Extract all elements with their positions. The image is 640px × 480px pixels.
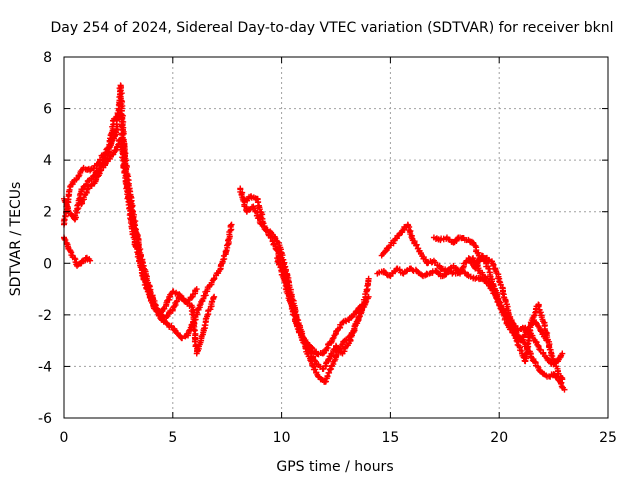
data-point [211,275,218,282]
data-point [112,115,119,122]
data-point [365,293,372,300]
data-point [329,335,336,342]
data-points [60,82,568,393]
series-trace-a [60,82,235,342]
data-point [210,294,217,301]
data-point [87,257,94,264]
data-point [275,258,282,265]
data-point [359,301,366,308]
axis-ticks: 0 5 10 15 20 25 -6 -4 -2 0 2 4 6 8 [38,50,617,446]
x-tick-label: 20 [490,430,508,446]
data-point [277,264,284,271]
y-tick-label: -6 [38,411,52,427]
data-point [201,322,208,329]
series-trace-c [61,234,94,269]
data-point [559,350,566,357]
series-trace-e [237,185,372,385]
data-point [532,319,539,326]
data-point [548,352,555,359]
x-tick-label: 25 [599,430,617,446]
x-tick-label: 0 [60,430,69,446]
data-point [559,376,566,383]
x-tick-label: 15 [381,430,399,446]
data-point [84,186,91,193]
data-point [121,169,128,176]
y-tick-label: 8 [43,50,52,66]
y-tick-label: 6 [43,102,52,118]
data-point [62,237,69,244]
data-point [191,327,198,334]
plot-frame [63,56,609,419]
data-point [193,286,200,293]
y-tick-label: -2 [38,308,52,324]
data-point [499,290,506,297]
series-trace-h [374,265,568,393]
data-point [196,302,203,309]
series-trace-k [465,252,551,344]
data-point [365,275,372,282]
x-tick-label: 10 [273,430,291,446]
data-point [171,303,178,310]
data-point [319,350,326,357]
data-point [148,296,155,303]
data-point [465,255,472,262]
data-point [228,221,235,228]
data-point [312,366,319,373]
data-point [259,219,266,226]
data-point [347,336,354,343]
chart-title: Day 254 of 2024, Sidereal Day-to-day VTE… [51,20,614,36]
series-trace-b [61,110,218,357]
data-point [62,212,69,219]
data-point [211,293,218,300]
data-point [535,303,542,310]
data-point [87,166,94,173]
x-axis-label: GPS time / hours [276,459,393,475]
series-trace-g [274,255,366,358]
y-tick-label: 2 [43,205,52,221]
data-point [549,353,556,360]
data-point [327,353,334,360]
data-point [323,345,330,352]
data-point [507,326,514,333]
grid-lines [64,57,608,418]
data-point [118,140,125,147]
series-trace-d [78,136,200,318]
y-tick-label: 0 [43,256,52,272]
y-axis-label: SDTVAR / TECUs [8,182,24,297]
x-tick-label: 5 [168,430,177,446]
data-point [227,222,234,229]
data-point [561,386,568,393]
data-point [324,372,331,379]
y-tick-label: 4 [43,153,52,169]
data-point [382,248,389,255]
data-point [325,369,332,376]
data-point [544,337,551,344]
y-tick-label: -4 [38,359,52,375]
data-point [524,341,531,348]
